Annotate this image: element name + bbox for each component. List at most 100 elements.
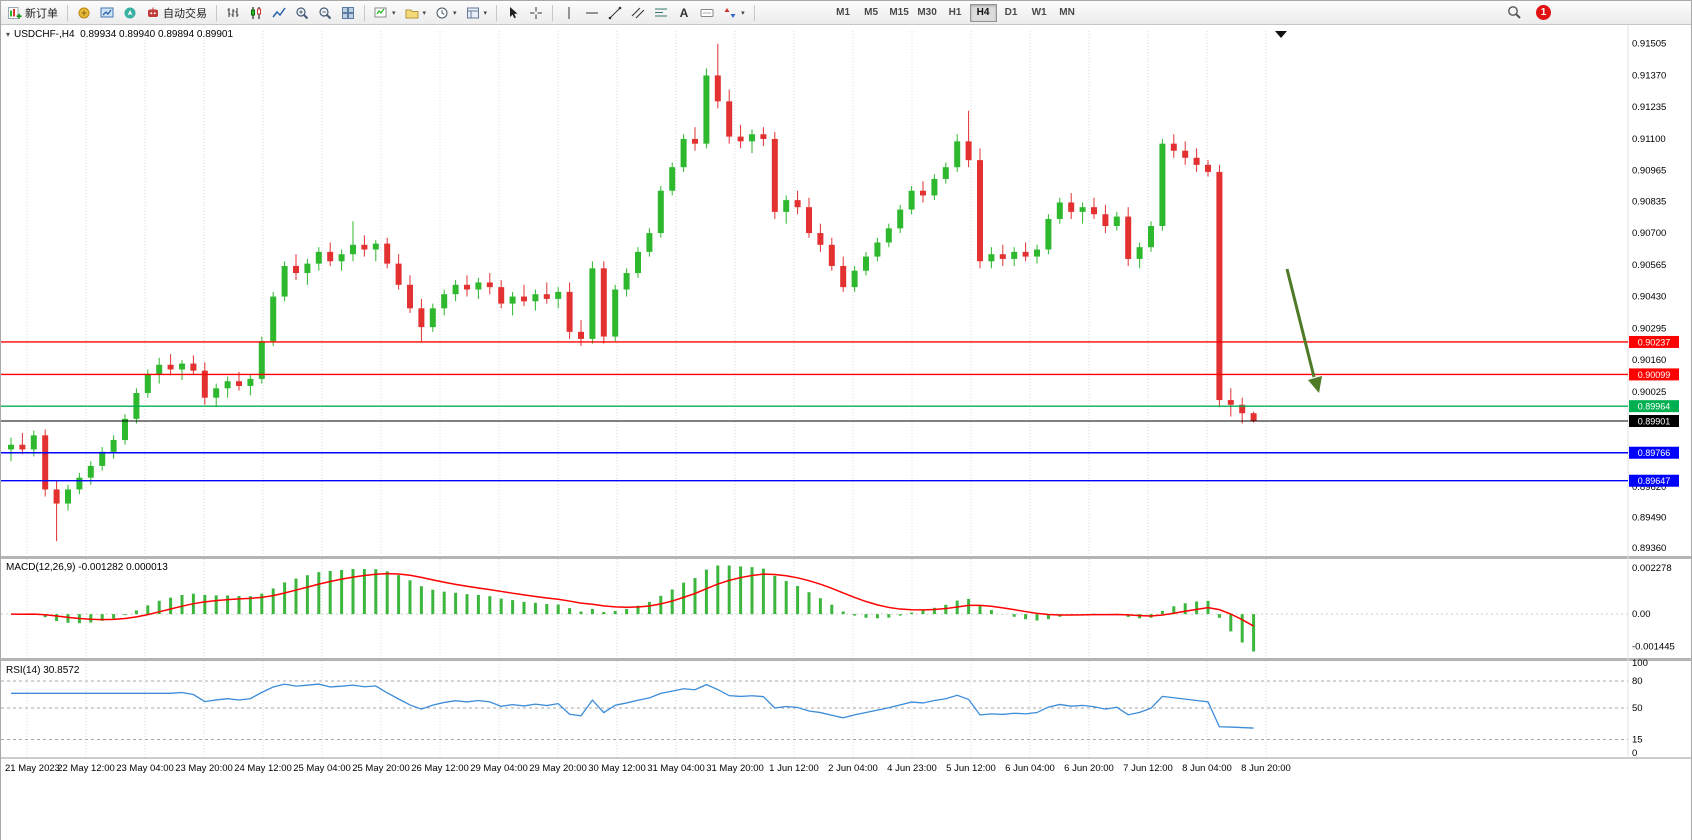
search-icon — [1508, 6, 1521, 19]
svg-text:15: 15 — [1632, 735, 1643, 746]
equidistant-channel-icon — [631, 7, 645, 18]
price-badge — [1629, 335, 1679, 348]
price-badge — [1629, 474, 1679, 487]
candlestick-chart-button[interactable] — [245, 3, 267, 23]
tile-windows-button[interactable] — [337, 3, 359, 23]
svg-text:31 May 20:00: 31 May 20:00 — [706, 763, 764, 774]
toolbar: 新订单 自动交易 — [1, 1, 1691, 25]
cursor-button[interactable] — [502, 3, 524, 23]
svg-text:29 May 04:00: 29 May 04:00 — [470, 763, 528, 774]
price-badge — [1629, 368, 1679, 381]
svg-text:0.90565: 0.90565 — [1632, 260, 1666, 271]
macd-signal-line — [10, 572, 1254, 627]
equidistant-channel-button[interactable] — [627, 3, 649, 23]
svg-text:0.90099: 0.90099 — [1638, 370, 1671, 380]
chart-menu-icon[interactable]: ▾ — [6, 30, 11, 39]
svg-text:0.90160: 0.90160 — [1632, 355, 1666, 366]
chart-window: 21 May 2023 22 May 12:00 23 May 04:00 23 Ma… — [1, 25, 1691, 840]
vertical-line-button[interactable] — [558, 3, 580, 23]
profiles-button[interactable]: ▾ — [401, 3, 431, 23]
chevron-down-icon: ▾ — [422, 9, 427, 17]
periods-button[interactable]: ▾ — [431, 3, 461, 23]
fibonacci-button[interactable] — [650, 3, 672, 23]
svg-text:5 Jun 12:00: 5 Jun 12:00 — [946, 763, 996, 774]
horizontal-lines[interactable] — [1, 341, 1628, 482]
candlestick-series[interactable] — [8, 43, 1257, 542]
new-order-button[interactable]: 新订单 — [4, 3, 62, 23]
market-watch-button[interactable] — [73, 3, 95, 23]
svg-text:0.002278: 0.002278 — [1632, 563, 1672, 574]
timeframe-m1[interactable]: M1 — [830, 4, 857, 22]
rsi-line — [11, 683, 1254, 729]
profiles-icon — [405, 9, 419, 18]
timeframe-m30[interactable]: M30 — [914, 4, 941, 22]
text-button[interactable]: A — [673, 3, 695, 23]
svg-text:50: 50 — [1632, 703, 1643, 714]
svg-text:0.90835: 0.90835 — [1632, 196, 1666, 207]
line-chart-button[interactable] — [268, 3, 290, 23]
cursor-icon — [510, 6, 518, 18]
timeframe-d1[interactable]: D1 — [998, 4, 1025, 22]
templates-button[interactable]: ▾ — [462, 3, 492, 23]
trendline-button[interactable] — [604, 3, 626, 23]
chevron-down-icon: ▾ — [392, 9, 396, 17]
notification-button[interactable]: 1 — [1532, 3, 1555, 23]
trend-arrow-annotation[interactable] — [1285, 268, 1322, 393]
svg-text:0.91100: 0.91100 — [1632, 134, 1666, 145]
timeframe-w1[interactable]: W1 — [1026, 4, 1053, 22]
timeframe-h4[interactable]: H4 — [969, 3, 997, 22]
svg-text:1 Jun 12:00: 1 Jun 12:00 — [769, 763, 819, 774]
svg-text:26 May 12:00: 26 May 12:00 — [411, 763, 469, 774]
svg-text:0.90295: 0.90295 — [1632, 323, 1666, 334]
svg-text:0.90700: 0.90700 — [1632, 228, 1666, 239]
svg-text:24 May 12:00: 24 May 12:00 — [234, 763, 292, 774]
bar-chart-icon — [227, 7, 239, 17]
crosshair-button[interactable] — [525, 3, 547, 23]
chart-shift-marker[interactable] — [1275, 31, 1287, 38]
timeframe-m15[interactable]: M15 — [886, 4, 913, 22]
bar-chart-button[interactable] — [222, 3, 244, 23]
svg-text:0.90430: 0.90430 — [1632, 292, 1666, 303]
price-axis[interactable]: 0.91505 0.91370 0.91235 0.91100 0.90965 0.908… — [1629, 39, 1679, 759]
new-chart-icon — [374, 7, 387, 17]
toolbar-separator — [753, 4, 755, 21]
svg-text:25 May 20:00: 25 May 20:00 — [352, 763, 410, 774]
svg-text:21 May 2023: 21 May 2023 — [5, 763, 60, 774]
timeframe-m5[interactable]: M5 — [858, 4, 885, 22]
macd-panel-splitter[interactable] — [1, 556, 1691, 559]
svg-text:0.90237: 0.90237 — [1638, 337, 1671, 347]
toolbar-separator — [67, 4, 68, 21]
zoom-in-button[interactable] — [291, 3, 313, 23]
svg-text:0.90965: 0.90965 — [1632, 166, 1666, 177]
vertical-line-icon — [568, 6, 570, 19]
svg-text:7 Jun 12:00: 7 Jun 12:00 — [1123, 763, 1173, 774]
chevron-down-icon: ▾ — [453, 9, 457, 17]
arrow-objects-button[interactable]: ▾ — [719, 3, 749, 23]
timeframe-h1[interactable]: H1 — [942, 4, 969, 22]
chevron-down-icon: ▾ — [741, 9, 745, 17]
symbol-info: ▾ USDCHF-,H4 0.89934 0.89940 0.89894 0.8… — [6, 29, 233, 40]
horizontal-line-button[interactable] — [581, 3, 603, 23]
rsi-panel-splitter[interactable] — [1, 658, 1691, 661]
data-window-icon — [100, 7, 114, 17]
svg-text:8 Jun 20:00: 8 Jun 20:00 — [1241, 763, 1291, 774]
data-window-button[interactable] — [96, 3, 118, 23]
navigator-button[interactable] — [119, 3, 141, 23]
new-chart-button[interactable]: ▾ — [370, 3, 400, 23]
trendline-icon — [608, 6, 622, 19]
price-badge — [1629, 414, 1679, 427]
search-button[interactable] — [1503, 3, 1526, 23]
text-label-button[interactable] — [696, 3, 718, 23]
auto-trading-button[interactable]: 自动交易 — [142, 3, 211, 23]
timeframe-mn[interactable]: MN — [1054, 4, 1081, 22]
svg-text:0.89647: 0.89647 — [1638, 476, 1671, 486]
templates-icon — [466, 7, 479, 18]
candlestick-chart-icon — [251, 6, 261, 19]
zoom-out-button[interactable] — [314, 3, 336, 23]
svg-text:0.89360: 0.89360 — [1632, 543, 1666, 554]
svg-text:80: 80 — [1632, 676, 1643, 687]
svg-text:0.91370: 0.91370 — [1632, 70, 1666, 81]
